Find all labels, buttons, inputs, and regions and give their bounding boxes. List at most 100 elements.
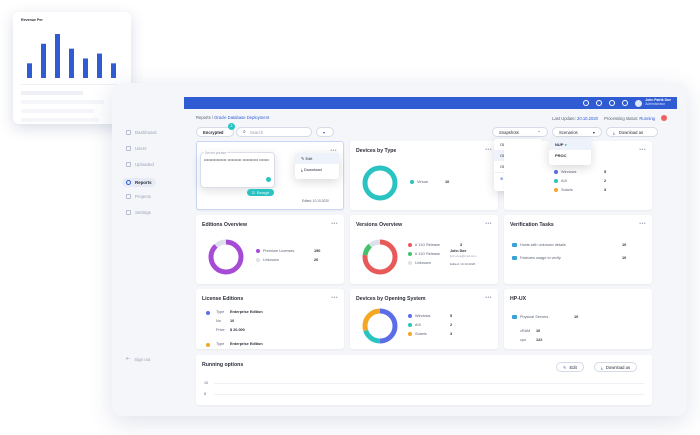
user-name: John Patrik Doe <box>645 98 671 103</box>
sign-out-link[interactable]: ⇤ Sign out <box>126 356 151 362</box>
vram-label: vRAM <box>520 329 531 333</box>
legend-item: Virtual <box>410 180 428 184</box>
last-update-value: 20.10.2020 <box>577 115 598 121</box>
card-action-menu: ✎ Edit ⤓ Download <box>295 153 339 179</box>
legend-swatch <box>256 249 260 253</box>
grid-line <box>214 383 644 384</box>
legend-value: 20 <box>314 258 319 262</box>
card-title: License Editions <box>202 296 244 302</box>
help-icon[interactable] <box>583 100 590 106</box>
donut-segment <box>208 239 244 275</box>
secret-phrase-input[interactable]: •••••••••••••••• •••••••••• ••••••••••• … <box>204 157 269 162</box>
dashboard-icon <box>126 130 131 135</box>
menu-item-download[interactable]: ⤓ Download <box>301 167 322 172</box>
user-menu[interactable]: John Patrik Doe Administrator <box>635 98 671 107</box>
top-bar: John Patrik Doe Administrator <box>184 97 677 109</box>
scenarios-dropdown[interactable]: Scenarios ▾ <box>552 127 602 137</box>
legend-swatch <box>408 332 412 336</box>
task-row[interactable]: Hosts with unknown details <box>512 243 566 247</box>
donut-segment <box>208 239 244 275</box>
check-icon: ● <box>564 142 567 147</box>
legend-swatch <box>554 179 558 183</box>
y-tick: 10 <box>204 381 208 385</box>
mini-bar-chart <box>27 34 116 78</box>
more-icon[interactable]: ••• <box>485 221 492 227</box>
pencil-icon: ✎ <box>301 156 305 161</box>
mini-bar <box>97 53 102 78</box>
verification-tasks-card: Verification Tasks ••• Hosts with unknow… <box>504 215 652 284</box>
status-dot-icon <box>661 115 667 121</box>
upload-icon <box>126 162 131 167</box>
legend-item: Solaris <box>408 332 427 336</box>
task-value: 10 <box>622 256 627 260</box>
filter-button[interactable]: ▾ <box>316 127 334 137</box>
more-icon[interactable]: ••• <box>639 221 646 227</box>
sidebar-item-dashboard[interactable]: Dashboard <box>126 130 156 135</box>
more-icon[interactable]: ••• <box>485 295 492 301</box>
legend-item: Unknown <box>408 261 431 265</box>
bell-icon[interactable] <box>609 100 616 106</box>
gear-icon <box>126 210 131 215</box>
encrypt-dialog: Secret phrase •••••••••••••••• •••••••••… <box>200 151 275 188</box>
filter-select[interactable]: Encrypted <box>196 127 234 137</box>
settings-icon <box>512 256 517 260</box>
sidebar-item-settings[interactable]: Settings <box>126 210 151 215</box>
mini-bar <box>83 58 88 78</box>
search-input[interactable]: ⌕ Search <box>236 127 312 137</box>
sidebar-item-projects[interactable]: Projects <box>126 194 151 199</box>
tooltip-edited: Edited: 10.10.2020 <box>450 262 476 266</box>
user-tooltip: John Doe john.doe@mail.com Edited: 10.10… <box>450 249 477 267</box>
chevron-down-icon: ⌃ <box>537 129 541 135</box>
settings-icon[interactable] <box>596 100 603 106</box>
versions-donut <box>362 239 398 275</box>
card-title: Devices by Type <box>356 148 397 154</box>
apps-icon[interactable] <box>622 100 629 106</box>
mini-bar <box>111 63 116 78</box>
cpu-value: 122 <box>536 338 543 342</box>
mini-bar <box>41 43 46 78</box>
users-icon <box>126 146 131 151</box>
sidebar-item-uploaded[interactable]: Uploaded <box>126 162 154 167</box>
legend-value: 5 <box>604 170 607 174</box>
legend-value: 3 <box>460 243 463 247</box>
more-icon[interactable]: ••• <box>330 148 337 154</box>
download-as-button[interactable]: ⤓ Download as <box>606 127 658 137</box>
legend-value: 2 <box>450 323 453 327</box>
more-icon[interactable]: ••• <box>331 221 338 227</box>
encrypt-button[interactable]: ⊡ Encrypt <box>247 189 274 196</box>
sidebar-item-reports[interactable]: Reports <box>122 178 156 187</box>
menu-item-edit[interactable]: ✎ Edit <box>295 153 339 164</box>
legend-item: Premium Licenses <box>256 249 294 253</box>
download-as-button[interactable]: ⤓ Download as <box>594 362 638 372</box>
mini-table <box>21 84 125 122</box>
mini-bar <box>55 34 60 78</box>
edition-dot-icon <box>206 311 210 315</box>
floating-preview-window: Revenue Per <box>13 12 131 124</box>
task-row[interactable]: Features usage to verify <box>512 256 561 260</box>
legend-item: Windows <box>554 170 576 174</box>
sign-out-icon: ⇤ <box>126 356 131 362</box>
legend-value: 2 <box>604 179 607 183</box>
editions-overview-card: Editions Overview ••• Premium Licenses 1… <box>196 215 344 284</box>
donut-segment <box>362 239 398 275</box>
devices-by-type-donut <box>362 165 398 201</box>
edition-type: Enterprise Edition <box>230 342 263 346</box>
sidebar-item-users[interactable]: Users <box>126 146 146 151</box>
legend-item: Solaris <box>554 188 573 192</box>
mini-chart-title: Revenue Per <box>21 18 43 22</box>
scenario-item-proc[interactable]: PROC <box>555 153 567 158</box>
more-icon[interactable]: ••• <box>485 147 492 153</box>
legend-item: # 11G Release <box>408 243 440 247</box>
legend-swatch <box>408 314 412 318</box>
mini-bar <box>27 63 32 78</box>
funnel-icon: ▾ <box>323 129 326 135</box>
breadcrumb-root[interactable]: Reports <box>196 115 211 120</box>
scenario-item-nup[interactable]: NUP ● <box>549 139 591 150</box>
lock-icon: ⊡ <box>251 190 255 195</box>
legend-value: 3 <box>450 332 453 336</box>
legend-swatch <box>408 243 412 247</box>
more-icon[interactable]: ••• <box>331 295 338 301</box>
more-icon[interactable]: ••• <box>639 147 646 153</box>
edit-button[interactable]: ✎ Edit <box>556 362 584 372</box>
snapshots-dropdown[interactable]: Snapshots ⌃ <box>492 127 548 137</box>
